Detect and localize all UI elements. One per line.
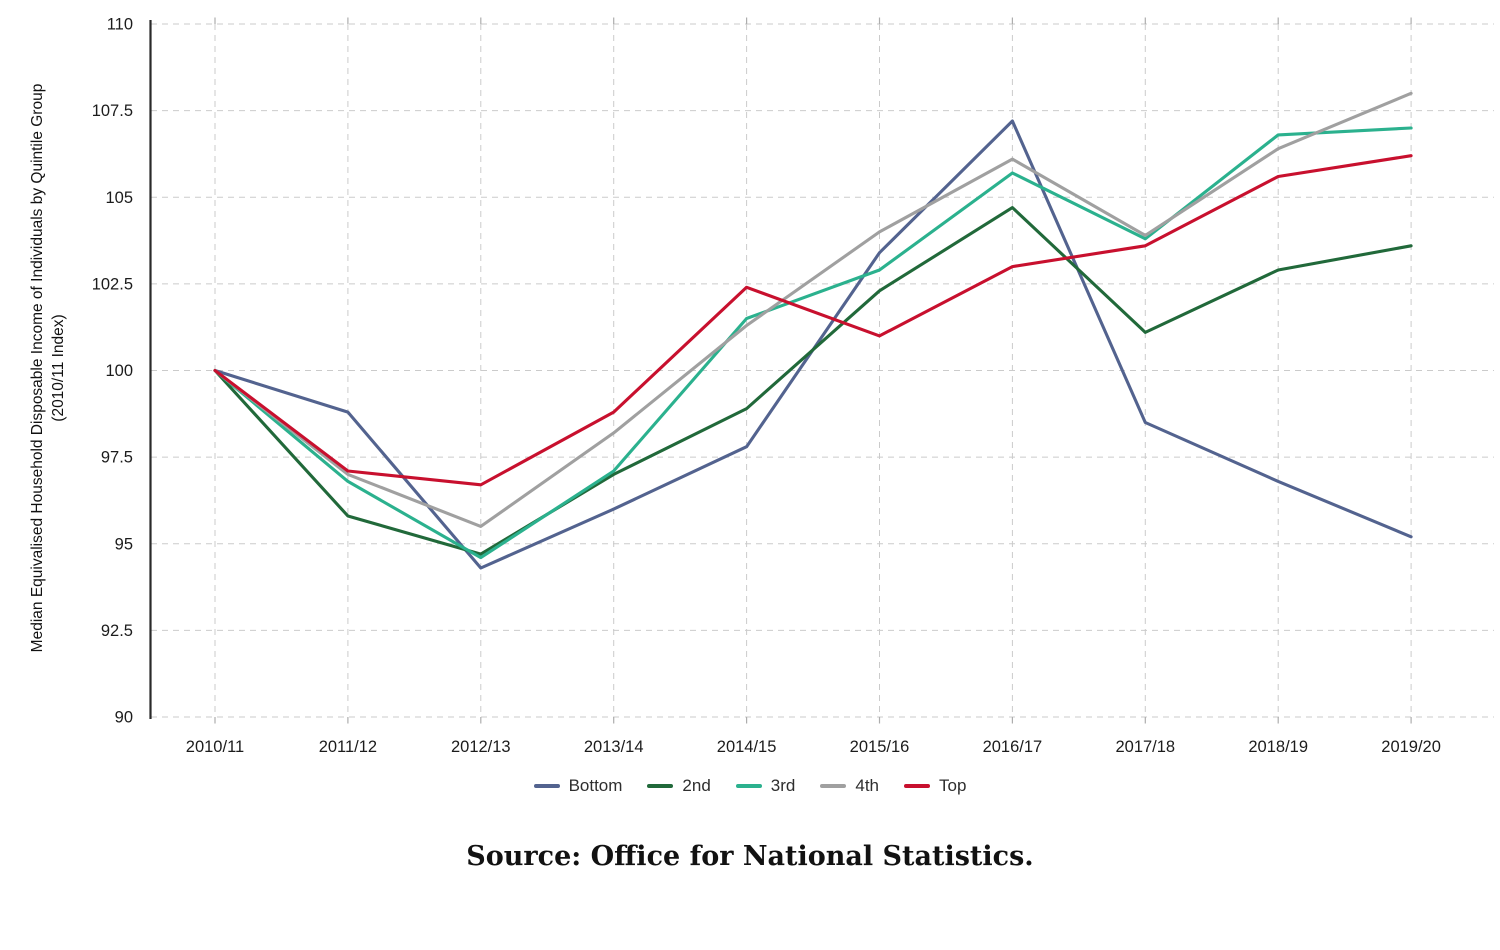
legend-item-top: Top xyxy=(904,776,966,796)
legend-label: 2nd xyxy=(682,776,711,795)
legend-item-3rd: 3rd xyxy=(735,776,796,796)
legend-swatch-3rd xyxy=(735,784,762,788)
x-tick-label: 2014/15 xyxy=(717,738,777,756)
legend-swatch-4th xyxy=(820,784,847,788)
x-tick-label: 2018/19 xyxy=(1248,738,1308,756)
y-tick-label: 92.5 xyxy=(101,622,133,640)
x-tick-label: 2016/17 xyxy=(983,738,1043,756)
y-tick-label: 95 xyxy=(115,535,133,553)
y-tick-label: 90 xyxy=(115,709,133,727)
legend-item-4th: 4th xyxy=(820,776,879,796)
y-tick-label: 110 xyxy=(107,16,133,34)
x-tick-label: 2015/16 xyxy=(850,738,910,756)
legend-swatch-bottom xyxy=(533,784,560,788)
legend-label: Bottom xyxy=(568,776,623,795)
series-line-bottom xyxy=(213,119,1413,570)
legend-item-bottom: Bottom xyxy=(533,776,623,796)
legend-label: Top xyxy=(939,776,967,795)
legend-swatch-top xyxy=(904,784,931,788)
x-tick-label: 2012/13 xyxy=(451,738,511,756)
y-tick-label: 105 xyxy=(105,189,133,207)
series-line-4th xyxy=(213,91,1413,528)
legend-swatch-2nd xyxy=(647,784,674,788)
chart-legend: Bottom 2nd 3rd 4th Top xyxy=(0,776,1500,796)
legend-item-2nd: 2nd xyxy=(647,776,711,796)
x-tick-label: 2010/11 xyxy=(186,738,244,756)
y-tick-label: 107.5 xyxy=(92,102,133,120)
line-chart: 90 92.5 95 97.5 100 102.5 105 107.5 110 2010/11 20… xyxy=(92,16,1494,756)
y-tick-label: 102.5 xyxy=(92,275,133,293)
x-tick-label: 2019/20 xyxy=(1381,738,1441,756)
legend-label: 3rd xyxy=(770,776,796,795)
y-tick-label: 100 xyxy=(105,362,133,380)
y-tick-label: 97.5 xyxy=(101,449,133,467)
legend-label: 4th xyxy=(855,776,880,795)
series-line-3rd xyxy=(213,126,1413,560)
x-tick-label: 2013/14 xyxy=(584,738,644,756)
series-line-2nd xyxy=(213,206,1413,556)
series-line-top xyxy=(213,154,1413,487)
x-tick-label: 2011/12 xyxy=(319,738,377,756)
x-tick-label: 2017/18 xyxy=(1115,738,1175,756)
source-text: Source: Office for National Statistics. xyxy=(466,841,1034,872)
